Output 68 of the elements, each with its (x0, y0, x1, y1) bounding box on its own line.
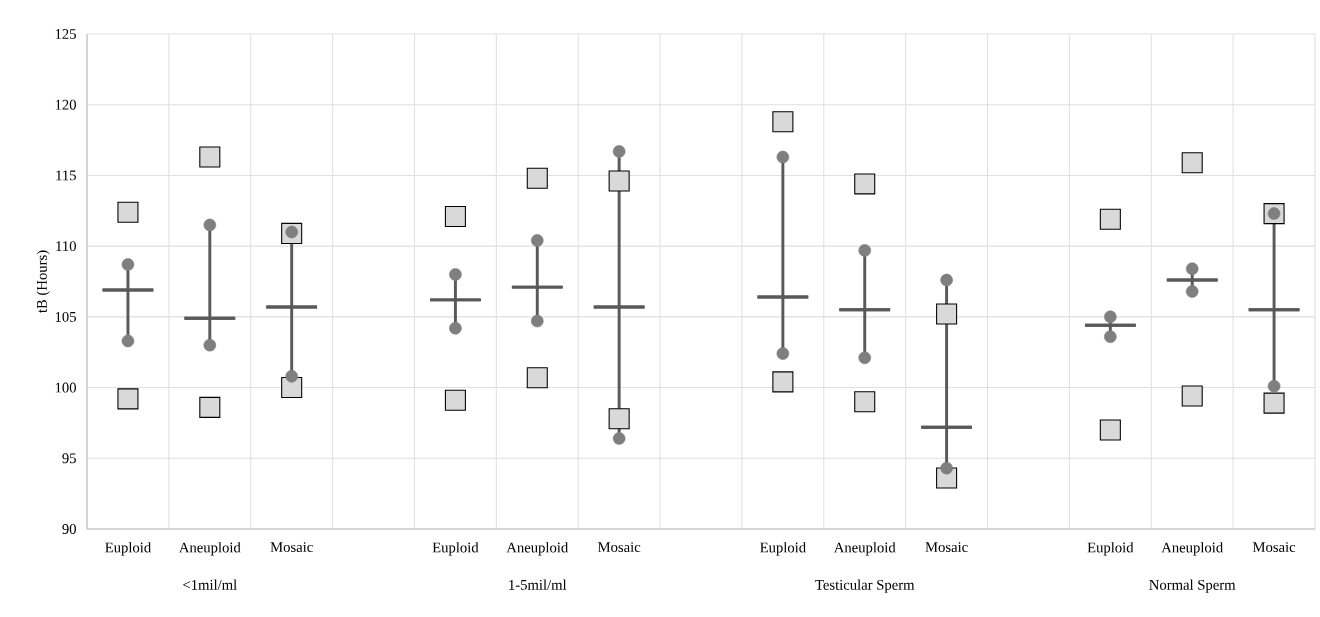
point (940, 273, 953, 287)
point (203, 338, 217, 352)
y-tick-label: 125 (55, 29, 76, 39)
point (1185, 285, 1199, 298)
point (203, 218, 217, 232)
point (1267, 207, 1281, 220)
text: Testicular Sperm (815, 579, 915, 593)
point (531, 314, 544, 328)
x-tick-label: Euploid (1087, 542, 1134, 556)
x-tick-label: Euploid (105, 542, 151, 556)
y-axis-title: tB (Hours) (36, 250, 50, 313)
point (772, 371, 794, 393)
point (1099, 208, 1121, 230)
y-tick-label: 105 (55, 311, 76, 322)
point (776, 347, 790, 360)
x-tick-label: Mosaic (1252, 542, 1296, 552)
point (612, 432, 626, 445)
x-tick-label: Aneuploid (179, 542, 241, 556)
point (858, 244, 872, 257)
point (117, 388, 139, 410)
point (285, 369, 298, 383)
x-tick-label: Mosaic (270, 542, 313, 552)
point (1181, 385, 1203, 407)
point (444, 205, 466, 227)
point (526, 367, 548, 389)
point (612, 145, 626, 158)
point (121, 334, 135, 348)
text: 1-5mil/ml (509, 579, 567, 590)
text: Normal Sperm (1149, 579, 1236, 593)
point (858, 351, 872, 365)
y-tick-label: 115 (56, 170, 76, 181)
x-tick-label: Mosaic (597, 542, 641, 552)
point (1104, 330, 1117, 343)
point (854, 173, 876, 195)
point (776, 150, 790, 164)
point (199, 396, 221, 418)
y-tick-label: 110 (56, 241, 76, 252)
point (608, 170, 630, 192)
point (117, 201, 139, 223)
point (940, 461, 953, 475)
x-tick-label: Mosaic (925, 542, 968, 552)
point (1267, 379, 1281, 393)
point (531, 234, 544, 247)
text: <1mil/ml (183, 579, 237, 590)
point (199, 146, 221, 168)
y-tick-label: 95 (62, 453, 76, 464)
point (449, 321, 462, 335)
y-tick-label: 100 (55, 382, 76, 393)
point (449, 268, 462, 281)
x-tick-label: Aneuploid (833, 542, 896, 556)
point (1185, 262, 1199, 276)
point (1099, 419, 1121, 441)
point (936, 303, 958, 325)
x-tick-label: Aneuploid (1161, 542, 1223, 556)
point (608, 408, 630, 430)
point (285, 225, 298, 239)
point (854, 391, 876, 413)
point (1181, 152, 1203, 174)
point (526, 167, 548, 189)
y-tick-label: 120 (55, 99, 76, 110)
x-tick-label: Aneuploid (506, 542, 569, 556)
x-tick-label: Euploid (432, 542, 479, 556)
y-tick-label: 90 (62, 524, 76, 534)
point (772, 111, 794, 133)
x-tick-label: Euploid (760, 542, 806, 556)
point (121, 258, 135, 271)
point (1263, 392, 1285, 414)
point (444, 389, 466, 411)
